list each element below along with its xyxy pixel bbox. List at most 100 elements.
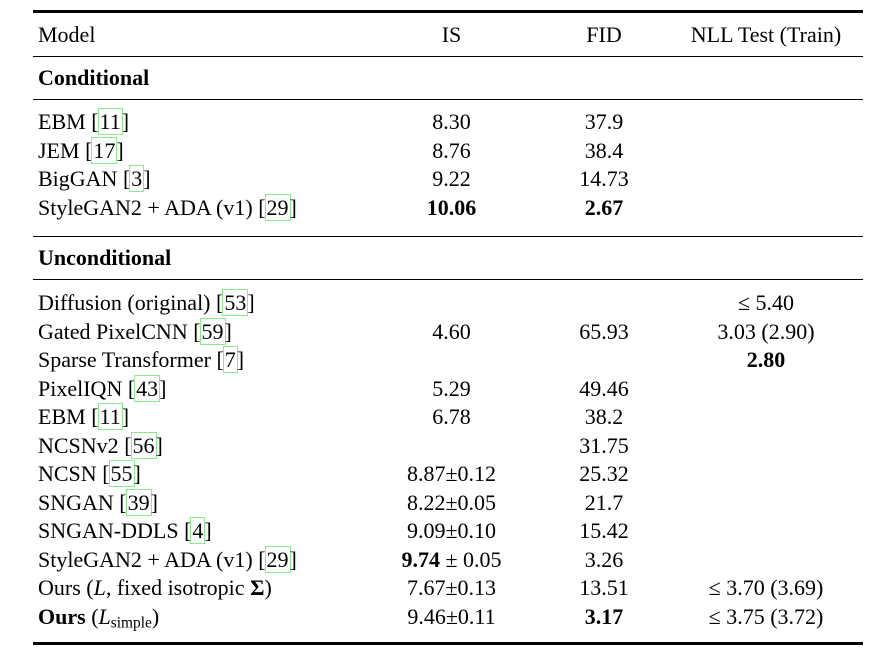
nll-cell xyxy=(688,546,863,575)
citation-link[interactable]: [43] xyxy=(127,374,167,402)
citation-link[interactable]: [17] xyxy=(85,136,124,164)
model-cell: StyleGAN2 + ADA (v1) [29] xyxy=(33,193,383,223)
model-cell: Gated PixelCNN [59] xyxy=(33,317,383,347)
results-table: Model IS FID NLL Test (Train) Conditiona… xyxy=(33,10,863,645)
nll-cell xyxy=(688,517,863,546)
section-title-unconditional: Unconditional xyxy=(38,245,172,270)
text-segment: EBM xyxy=(38,109,92,134)
nll-cell: ≤ 5.40 xyxy=(688,289,863,318)
citation-number: 59 xyxy=(199,317,226,345)
citation-link[interactable]: [11] xyxy=(91,108,130,135)
citation-number: 29 xyxy=(264,193,291,221)
is-cell: 6.78 xyxy=(383,403,520,432)
fid-cell: 3.17 xyxy=(520,603,688,638)
text-segment: ≤ 3.75 (3.72) xyxy=(708,603,824,629)
nll-cell xyxy=(688,375,863,404)
fid-cell: 37.9 xyxy=(520,108,688,137)
table-row: SNGAN-DDLS [4] 9.09±0.10 15.42 xyxy=(33,517,863,546)
table-row: NCSNv2 [56] 31.75 xyxy=(33,431,863,461)
citation-link[interactable]: [56] xyxy=(124,431,163,459)
text-segment: PixelIQN xyxy=(38,375,128,401)
column-header-fid: FID xyxy=(586,21,622,47)
table-row: StyleGAN2 + ADA (v1) [29] 9.74 ± 0.05 3.26 xyxy=(33,545,863,575)
citation-link[interactable]: [29] xyxy=(258,193,297,221)
conditional-bottom-rule xyxy=(33,236,863,237)
text-segment: ) xyxy=(264,575,272,600)
text-segment: 10.06 xyxy=(426,194,477,220)
model-cell: JEM [17] xyxy=(33,136,383,166)
fid-cell: 3.26 xyxy=(520,546,688,575)
text-segment: 15.42 xyxy=(579,518,629,543)
citation-link[interactable]: [53] xyxy=(216,289,255,316)
citation-link[interactable]: [3] xyxy=(122,165,151,192)
table-row: Ours (Lsimple) 9.46±0.11 3.17 ≤ 3.75 (3.72) xyxy=(33,603,863,632)
citation-number: 17 xyxy=(91,136,118,164)
text-segment: 6.78 xyxy=(432,404,471,429)
fid-cell: 38.4 xyxy=(520,137,688,166)
text-segment: 4.60 xyxy=(432,318,471,344)
is-cell: 7.67±0.13 xyxy=(383,574,520,603)
fid-cell: 65.93 xyxy=(520,318,688,347)
nll-cell: ≤ 3.75 (3.72) xyxy=(688,603,863,638)
text-segment: 31.75 xyxy=(579,432,629,458)
model-cell: PixelIQN [43] xyxy=(33,374,383,404)
is-cell: 9.74 ± 0.05 xyxy=(383,546,520,575)
fid-cell xyxy=(520,289,688,318)
text-segment: 8.22±0.05 xyxy=(406,489,497,515)
text-segment: 49.46 xyxy=(579,375,629,401)
fid-cell xyxy=(520,346,688,375)
model-cell: NCSN [55] xyxy=(33,460,383,489)
text-segment: ± 0.05 xyxy=(439,546,502,572)
is-cell: 9.22 xyxy=(383,165,520,194)
column-header-nll: NLL Test (Train) xyxy=(690,21,842,47)
citation-link[interactable]: [7] xyxy=(216,346,245,373)
fid-cell: 2.67 xyxy=(520,194,688,223)
text-segment: 2.80 xyxy=(746,347,786,372)
text-segment: Gated PixelCNN xyxy=(38,318,194,344)
citation-number: 3 xyxy=(129,165,145,192)
fid-cell: 21.7 xyxy=(520,489,688,518)
citation-link[interactable]: [39] xyxy=(119,488,158,516)
text-segment: 3.03 (2.90) xyxy=(717,318,815,344)
is-cell: 8.30 xyxy=(383,108,520,137)
nll-cell: 3.03 (2.90) xyxy=(688,318,863,347)
text-segment: L xyxy=(93,575,106,600)
model-cell: SNGAN [39] xyxy=(33,488,383,518)
text-segment: 3.17 xyxy=(584,603,624,629)
citation-number: 43 xyxy=(134,374,161,402)
citation-link[interactable]: [4] xyxy=(184,517,212,544)
table-row: JEM [17] 8.76 38.4 xyxy=(33,136,863,166)
is-cell: 8.76 xyxy=(383,137,520,166)
text-segment: SNGAN-DDLS xyxy=(38,518,185,543)
citation-link[interactable]: [59] xyxy=(193,317,232,345)
nll-cell xyxy=(688,137,863,166)
text-segment: StyleGAN2 + ADA (v1) xyxy=(38,546,259,572)
fid-cell: 49.46 xyxy=(520,375,688,404)
citation-number: 11 xyxy=(97,108,123,135)
text-segment: ) xyxy=(151,603,160,629)
is-cell: 5.29 xyxy=(383,375,520,404)
table-header: Model IS FID NLL Test (Train) xyxy=(33,13,863,56)
citation-link[interactable]: [55] xyxy=(102,460,141,487)
table-row: Diffusion (original) [53] ≤ 5.40 xyxy=(33,289,863,318)
text-segment: ≤ 5.40 xyxy=(737,290,795,315)
table-row: Sparse Transformer [7] 2.80 xyxy=(33,346,863,375)
unconditional-top-rule xyxy=(33,279,863,280)
citation-link[interactable]: [11] xyxy=(91,403,130,430)
model-cell: Ours (L, fixed isotropic Σ) xyxy=(33,574,383,603)
text-segment: Σ xyxy=(250,575,265,600)
citation-number: 56 xyxy=(130,431,157,459)
model-cell: Sparse Transformer [7] xyxy=(33,346,383,375)
conditional-rows: EBM [11] 8.30 37.9 JEM [17] 8.76 38.4 BigGAN [… xyxy=(33,100,863,236)
nll-cell xyxy=(688,432,863,461)
text-segment: , fixed isotropic xyxy=(105,575,251,600)
citation-number: 55 xyxy=(108,460,135,487)
model-cell: SNGAN-DDLS [4] xyxy=(33,517,383,546)
header-rule xyxy=(33,56,863,57)
citation-number: 7 xyxy=(222,346,238,373)
model-cell: EBM [11] xyxy=(33,403,383,432)
table-row: Ours (L, fixed isotropic Σ) 7.67±0.13 13.5… xyxy=(33,574,863,603)
citation-link[interactable]: [29] xyxy=(258,545,297,573)
table-row: EBM [11] 6.78 38.2 xyxy=(33,403,863,432)
text-segment: Diffusion (original) xyxy=(38,290,217,315)
